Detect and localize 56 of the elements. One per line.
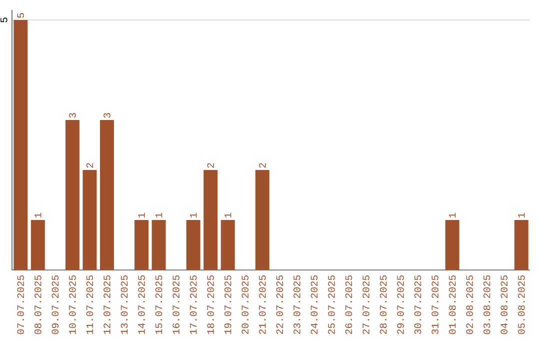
x-tick-label: 24.07.2025: [310, 275, 318, 334]
x-tick-label: 27.07.2025: [362, 275, 370, 334]
data-label: 5: [17, 13, 24, 18]
x-tick-label: 16.07.2025: [172, 275, 180, 334]
data-label: 1: [449, 212, 456, 218]
x-tick-label: 19.07.2025: [224, 275, 232, 334]
data-label: 2: [86, 163, 94, 168]
bar: [204, 170, 218, 270]
x-tick-label: 15.07.2025: [155, 275, 162, 334]
x-tick-label: 11.07.2025: [86, 275, 94, 334]
data-label: 1: [190, 212, 197, 218]
bar: [152, 220, 166, 270]
x-tick-label: 03.08.2025: [483, 275, 490, 334]
bar: [30, 220, 45, 270]
bar: [134, 220, 148, 270]
x-tick-label: 18.07.2025: [207, 275, 214, 334]
x-tick-label: 09.07.2025: [52, 275, 59, 334]
data-label: 1: [34, 212, 42, 218]
x-tick-label: 07.07.2025: [17, 275, 24, 334]
data-label: 1: [224, 212, 232, 218]
x-tick-label: 08.07.2025: [34, 275, 42, 334]
bar: [186, 220, 200, 270]
x-tick-label: 29.07.2025: [397, 275, 404, 334]
x-tick-label: 17.07.2025: [190, 275, 197, 334]
bar: [255, 170, 270, 270]
x-tick-label: 01.08.2025: [448, 275, 456, 334]
data-label: 1: [155, 212, 162, 218]
data-label: 3: [69, 113, 76, 118]
x-tick-label: 12.07.2025: [104, 275, 110, 334]
data-label: 1: [518, 212, 525, 218]
bar: [100, 120, 114, 270]
x-tick-label: 31.07.2025: [432, 275, 438, 334]
bar: [14, 20, 28, 270]
x-tick-label: 04.08.2025: [500, 275, 508, 334]
x-tick-label: 05.08.2025: [518, 275, 525, 334]
x-tick-label: 02.08.2025: [466, 275, 473, 334]
data-label: 1: [138, 212, 145, 218]
x-tick-label: 28.07.2025: [380, 275, 387, 334]
x-tick-label: 10.07.2025: [69, 275, 76, 334]
x-tick-label: 25.07.2025: [328, 275, 335, 334]
x-tick-label: 26.07.2025: [345, 275, 352, 334]
x-tick-label: 13.07.2025: [120, 275, 128, 334]
x-tick-label: 14.07.2025: [138, 275, 145, 334]
bar: [82, 170, 97, 270]
x-tick-label: 23.07.2025: [294, 275, 300, 334]
x-tick-label: 30.07.2025: [414, 275, 422, 334]
x-tick-label: 20.07.2025: [242, 275, 248, 334]
bar: [65, 120, 80, 270]
x-tick-label: 21.07.2025: [258, 275, 266, 334]
data-label: 2: [259, 163, 266, 168]
bar: [220, 220, 235, 270]
x-tick-label: 22.07.2025: [276, 275, 284, 334]
data-label: 2: [207, 163, 214, 168]
bar: [514, 220, 528, 270]
bar: [445, 220, 460, 270]
data-label: 3: [104, 113, 110, 118]
